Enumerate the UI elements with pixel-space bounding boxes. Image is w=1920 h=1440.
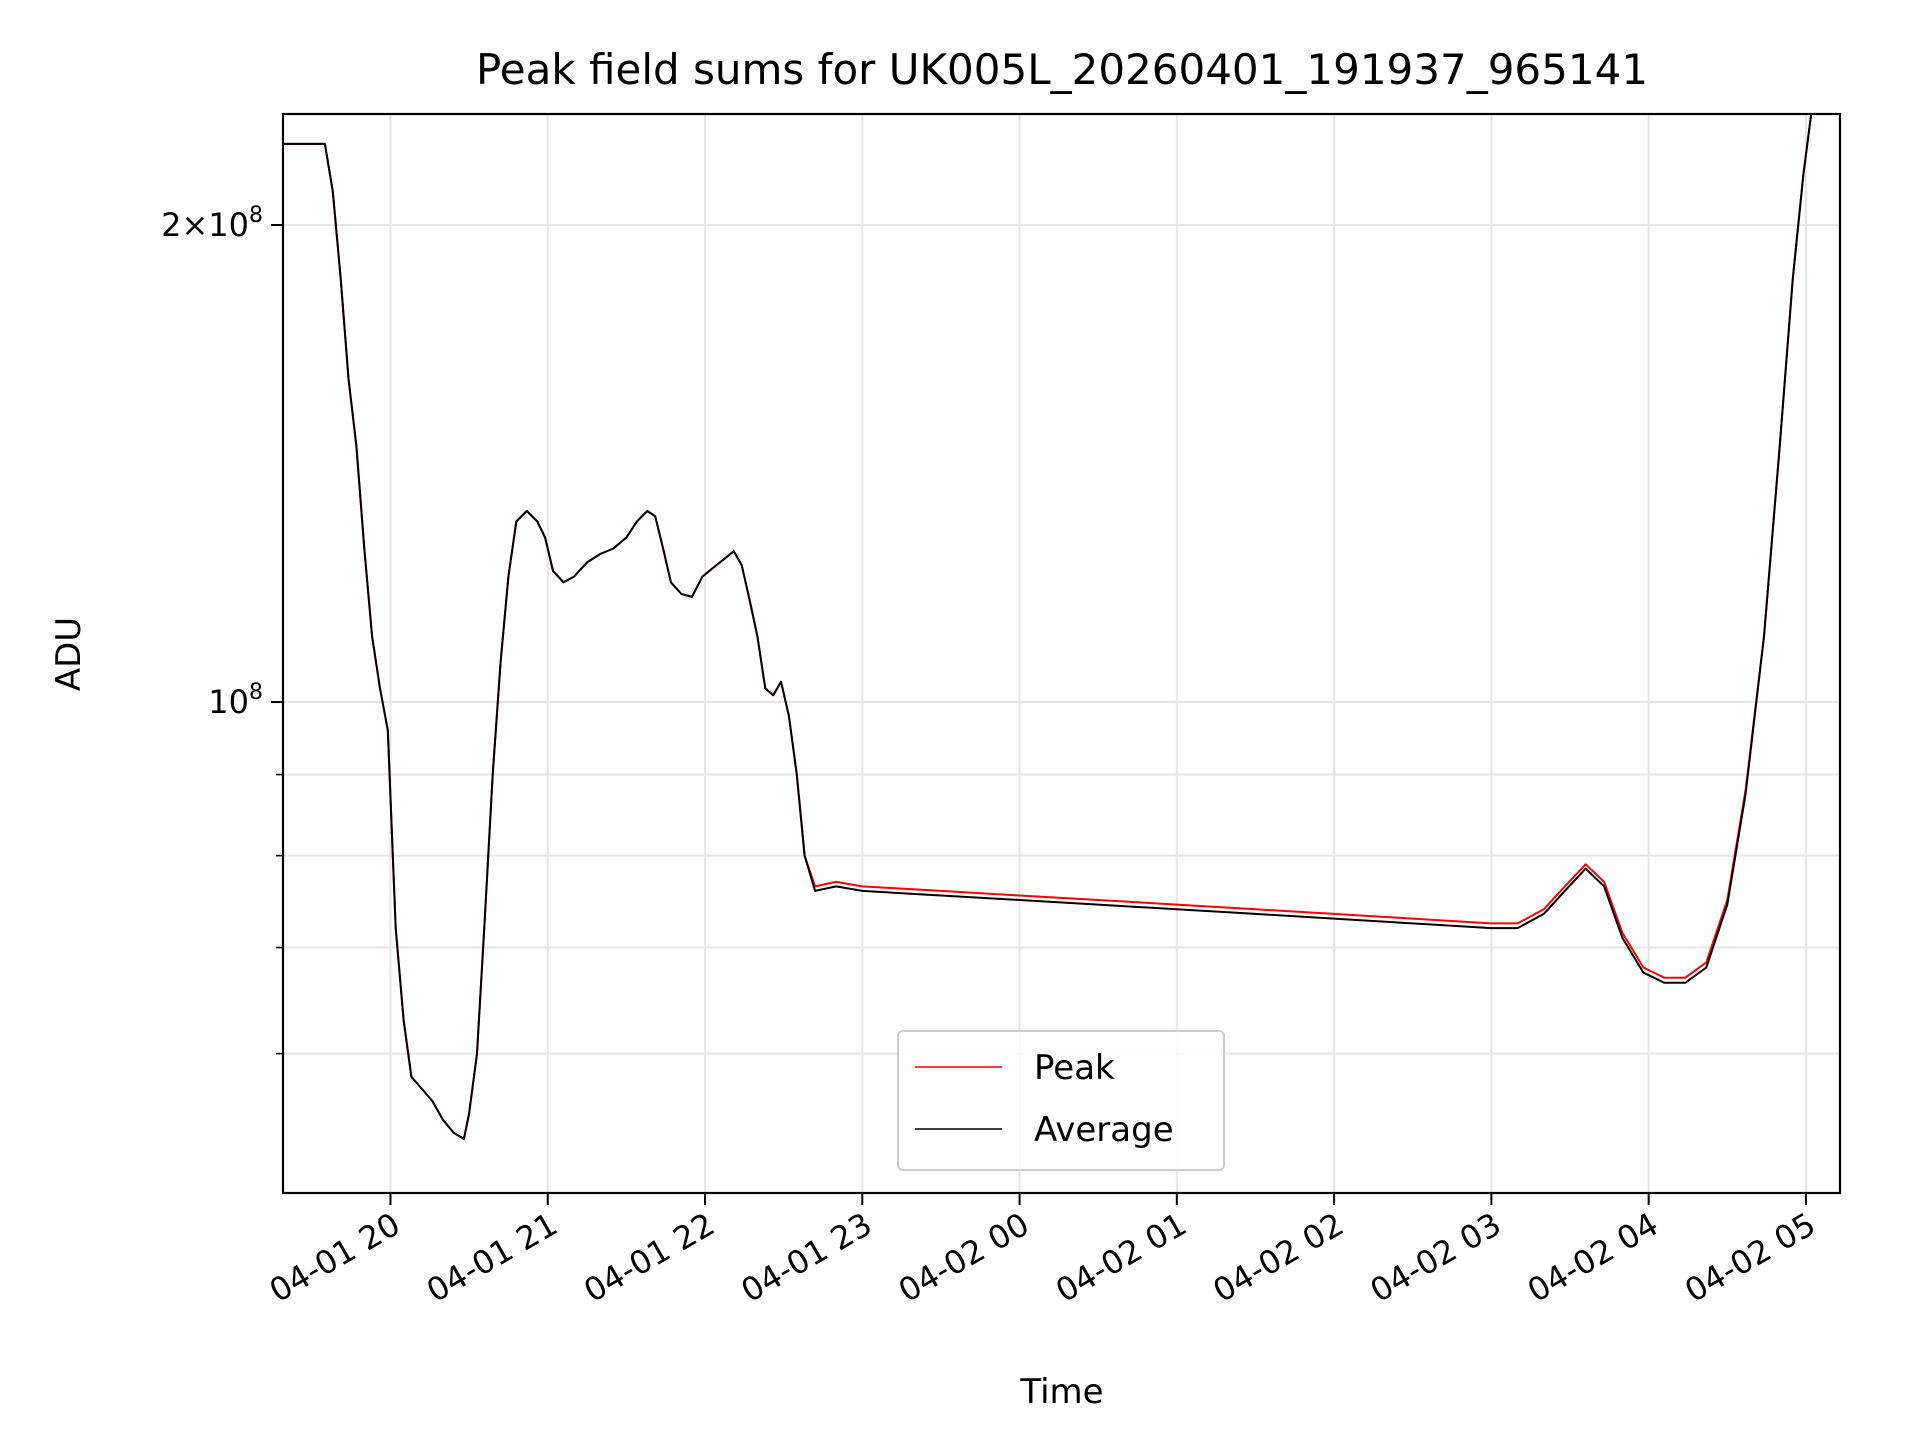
y-tick-label: 2×108 [161, 203, 263, 244]
y-axis-ticks: 108 2×108 [161, 203, 283, 1055]
legend-label-average: Average [1034, 1110, 1174, 1150]
chart-title: Peak field sums for UK005L_20260401_1919… [476, 45, 1648, 94]
legend-label-peak: Peak [1034, 1048, 1115, 1088]
y-axis-label: ADU [49, 617, 89, 691]
x-axis-label: Time [1019, 1372, 1103, 1412]
series-line-average [283, 113, 1813, 1140]
series-lines [283, 113, 1813, 1140]
legend: Peak Average [897, 1030, 1225, 1171]
legend-box [897, 1030, 1225, 1171]
plot-frame [281, 112, 1842, 1195]
y-tick-label: 108 [208, 680, 263, 721]
